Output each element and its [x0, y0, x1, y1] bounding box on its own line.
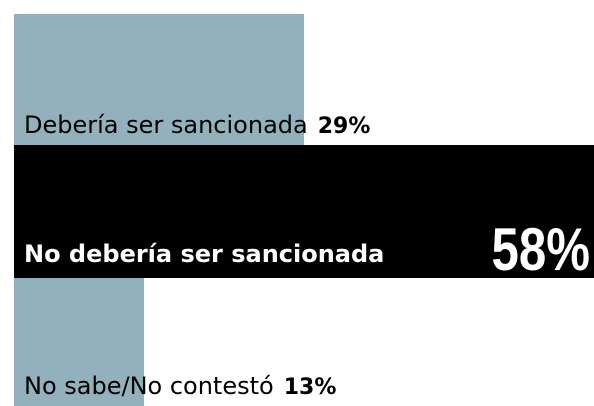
bar-label: No sabe/No contestó 13%	[24, 372, 336, 400]
category-label: No sabe/No contestó	[24, 372, 274, 400]
bar	[14, 278, 144, 406]
value-label: 13%	[284, 375, 337, 400]
category-label: No debería ser sancionada	[24, 240, 384, 268]
value-label: 29%	[318, 114, 371, 139]
value-label: 58%	[492, 215, 590, 283]
bar-label: Debería ser sancionada 29%	[24, 111, 370, 139]
bar	[14, 14, 304, 145]
category-label: Debería ser sancionada	[24, 111, 308, 139]
bar	[14, 145, 594, 278]
